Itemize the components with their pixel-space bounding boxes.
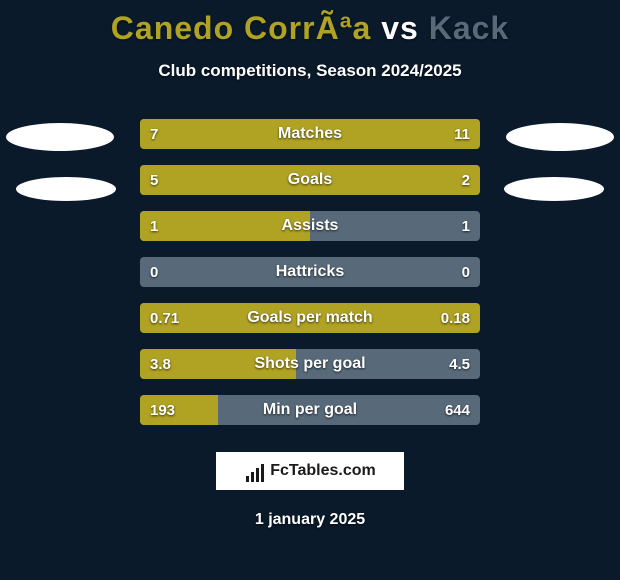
subtitle: Club competitions, Season 2024/2025: [0, 61, 620, 81]
player2-club-badge: [506, 123, 614, 151]
stat-fill-right: [412, 303, 480, 333]
brand-logo-icon: [244, 460, 266, 482]
vs-text: vs: [381, 10, 419, 46]
player1-name: Canedo CorrÃªa: [111, 10, 372, 46]
stat-bars: 711Matches 52Goals 11Assists 0 0Hattricks 0.7…: [140, 119, 480, 441]
stat-row: 0 0Hattricks: [140, 257, 480, 287]
brand-text: FcTables.com: [270, 462, 376, 480]
stat-value-right: 4.5: [449, 349, 470, 379]
stat-value-right: 644: [445, 395, 470, 425]
stat-value-right: 0: [462, 257, 470, 287]
stat-value-right: 1: [462, 211, 470, 241]
stat-fill-right: [273, 119, 480, 149]
stat-fill-left: [140, 119, 273, 149]
stat-row: 193644Min per goal: [140, 395, 480, 425]
player2-name: Kack: [429, 10, 510, 46]
stat-row: 3.84.5Shots per goal: [140, 349, 480, 379]
stat-fill-left: [140, 303, 412, 333]
comparison-title: Canedo CorrÃªa vs Kack: [0, 0, 620, 47]
stat-fill-left: [140, 165, 381, 195]
stat-label: Hattricks: [140, 257, 480, 287]
brand-box: FcTables.com: [215, 451, 405, 491]
stat-row: 11Assists: [140, 211, 480, 241]
stat-fill-left: [140, 349, 296, 379]
stat-row: 0.710.18Goals per match: [140, 303, 480, 333]
stat-row: 52Goals: [140, 165, 480, 195]
stat-fill-left: [140, 395, 218, 425]
player1-club-badge: [6, 123, 114, 151]
stat-value-left: 0: [150, 257, 158, 287]
date-text: 1 january 2025: [0, 511, 620, 529]
comparison-chart: 711Matches 52Goals 11Assists 0 0Hattricks 0.7…: [0, 119, 620, 439]
stat-row: 711Matches: [140, 119, 480, 149]
player1-nation-badge: [16, 177, 116, 201]
stat-fill-right: [381, 165, 480, 195]
stat-fill-left: [140, 211, 310, 241]
player2-nation-badge: [504, 177, 604, 201]
